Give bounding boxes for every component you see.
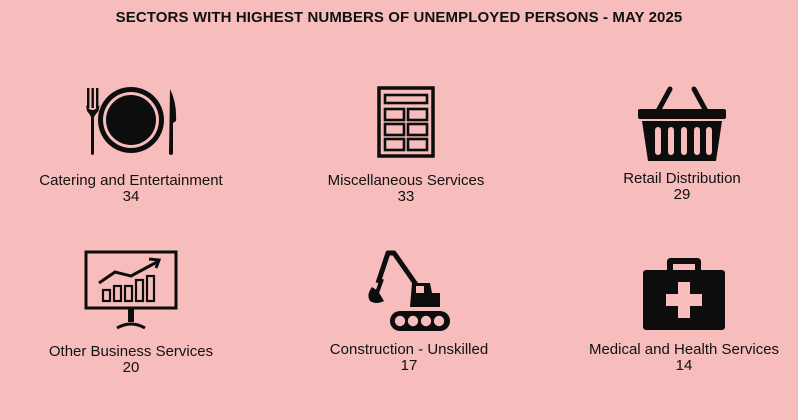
shopping-basket-icon <box>638 86 726 161</box>
office-building-icon <box>377 86 435 158</box>
chart-title: SECTORS WITH HIGHEST NUMBERS OF UNEMPLOY… <box>115 9 683 26</box>
sector-value: 20 <box>122 359 140 376</box>
monitor-chart-icon <box>84 250 178 330</box>
sector-value: 33 <box>397 188 415 205</box>
sector-label: Catering and Entertainment <box>39 172 223 189</box>
sector-value: 34 <box>122 188 140 205</box>
sector-label: Medical and Health Services <box>588 341 780 358</box>
sector-value: 14 <box>675 357 693 374</box>
sector-card-catering: Catering and Entertainment 34 <box>11 85 251 205</box>
sector-label: Miscellaneous Services <box>327 172 485 189</box>
sector-value: 17 <box>400 357 418 374</box>
sector-label: Construction - Unskilled <box>329 341 489 358</box>
sector-card-retail: Retail Distribution 29 <box>562 85 798 203</box>
sector-label: Other Business Services <box>48 343 214 360</box>
sector-value: 29 <box>673 186 691 203</box>
sector-card-construction: Construction - Unskilled 17 <box>289 249 529 374</box>
dining-icon <box>86 87 177 155</box>
medical-kit-icon <box>643 258 725 330</box>
sector-label: Retail Distribution <box>623 170 741 187</box>
sector-card-miscellaneous: Miscellaneous Services 33 <box>286 86 526 205</box>
sector-card-medical: Medical and Health Services 14 <box>564 256 798 374</box>
sector-card-other-business: Other Business Services 20 <box>11 250 251 376</box>
excavator-icon <box>368 250 450 331</box>
